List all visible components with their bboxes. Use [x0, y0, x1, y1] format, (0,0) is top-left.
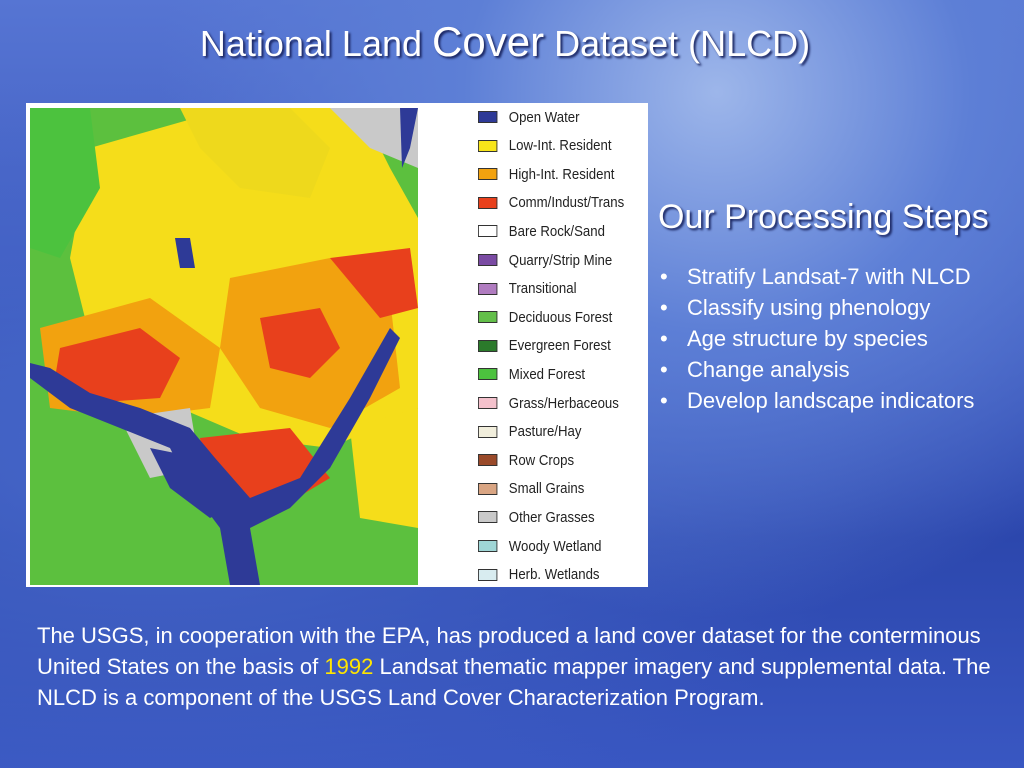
legend-item: Grass/Herbaceous [478, 393, 619, 413]
slide-title: National Land Cover Dataset (NLCD) [0, 18, 1010, 66]
legend-label: Low-Int. Resident [508, 137, 612, 155]
legend-item: Pasture/Hay [478, 422, 581, 442]
legend-swatch [478, 540, 498, 552]
legend-label: Woody Wetland [508, 537, 602, 555]
legend-label: Comm/Indust/Trans [508, 194, 625, 212]
steps-heading: Our Processing Steps [658, 198, 989, 236]
legend-swatch [478, 225, 498, 238]
legend-label: Pasture/Hay [508, 423, 582, 441]
legend-item: Deciduous Forest [478, 307, 612, 327]
legend-label: Grass/Herbaceous [508, 394, 619, 412]
map-figure: Open Water Low-Int. Resident High-Int. Res… [26, 103, 648, 587]
description-year: 1992 [324, 654, 374, 679]
legend-swatch [478, 196, 498, 209]
step-bullet: Age structure by species [660, 326, 974, 357]
legend-item: Transitional [478, 279, 577, 299]
step-bullet: Classify using phenology [660, 295, 974, 326]
legend-swatch [478, 168, 498, 181]
legend-label: Evergreen Forest [508, 337, 611, 355]
legend-swatch [478, 282, 498, 295]
legend-item: Other Grasses [478, 507, 595, 527]
legend-item: Bare Rock/Sand [478, 221, 605, 241]
legend-label: High-Int. Resident [508, 165, 615, 183]
legend-swatch [478, 425, 498, 438]
legend-label: Small Grains [508, 480, 585, 498]
title-emphasis: Cover [432, 18, 545, 65]
legend-item: Herb. Wetlands [478, 565, 600, 585]
legend-swatch [478, 454, 498, 467]
legend-item: Row Crops [478, 450, 574, 470]
legend-swatch [478, 397, 498, 409]
legend-swatch [478, 139, 498, 152]
legend-swatch [478, 482, 498, 495]
description-text: The USGS, in cooperation with the EPA, h… [37, 623, 981, 679]
legend-item: Small Grains [478, 479, 584, 499]
legend-item: Low-Int. Resident [478, 136, 612, 156]
title-text: National Land [199, 23, 423, 64]
legend-label: Transitional [508, 280, 577, 298]
steps-list: Stratify Landsat-7 with NLCDClassify usi… [660, 264, 974, 419]
land-cover-map [30, 108, 418, 585]
legend-item: Mixed Forest [478, 364, 585, 384]
description: The USGS, in cooperation with the EPA, h… [37, 620, 997, 713]
legend-item: Quarry/Strip Mine [478, 250, 612, 270]
legend-label: Bare Rock/Sand [508, 222, 605, 240]
legend-swatch [478, 568, 498, 581]
step-bullet: Change analysis [660, 357, 974, 388]
legend-swatch [478, 339, 498, 352]
legend-swatch [478, 254, 498, 266]
legend-label: Herb. Wetlands [508, 566, 600, 584]
legend-swatch [478, 368, 498, 381]
step-bullet: Develop landscape indicators [660, 388, 974, 419]
legend-label: Mixed Forest [508, 365, 586, 383]
step-bullet: Stratify Landsat-7 with NLCD [660, 264, 974, 295]
legend-item: Evergreen Forest [478, 336, 611, 356]
description-text: Landsat thematic mapper imagery and supp… [37, 654, 991, 710]
legend-item: Open Water [478, 107, 579, 127]
legend-label: Other Grasses [508, 508, 595, 526]
legend-label: Open Water [508, 108, 580, 126]
legend-swatch [478, 511, 498, 524]
legend-swatch [478, 111, 498, 123]
legend-label: Deciduous Forest [508, 308, 613, 326]
legend-item: High-Int. Resident [478, 164, 614, 184]
legend-label: Row Crops [508, 451, 575, 469]
legend-label: Quarry/Strip Mine [508, 251, 613, 269]
title-text: Dataset (NLCD) [554, 23, 811, 64]
legend-item: Woody Wetland [478, 536, 602, 556]
legend-swatch [478, 311, 498, 324]
legend-item: Comm/Indust/Trans [478, 193, 624, 213]
